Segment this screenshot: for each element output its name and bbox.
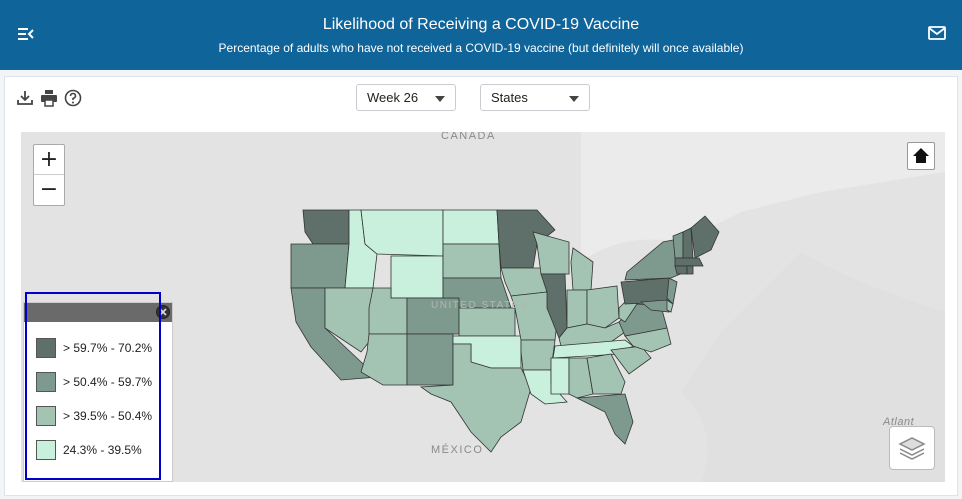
state-oh bbox=[586, 285, 620, 329]
state-nm bbox=[406, 333, 454, 386]
state-in bbox=[566, 289, 588, 329]
state-sd bbox=[442, 243, 502, 279]
label-united-states: UNITED STATES bbox=[431, 300, 528, 311]
legend-panel: > 59.7% - 70.2% > 50.4% - 59.7% > 39.5% … bbox=[23, 302, 173, 482]
geo-select[interactable]: States bbox=[480, 84, 590, 111]
page-subtitle: Percentage of adults who have not receiv… bbox=[218, 41, 744, 55]
geo-select-value: States bbox=[491, 90, 528, 105]
layers-button[interactable] bbox=[889, 426, 935, 470]
legend-swatch bbox=[36, 440, 56, 460]
legend-swatch bbox=[36, 372, 56, 392]
label-canada: CANADA bbox=[441, 132, 496, 142]
state-nv bbox=[324, 287, 374, 353]
app-header: Likelihood of Receiving a COVID-19 Vacci… bbox=[0, 0, 962, 70]
state-ma bbox=[674, 257, 704, 267]
label-mexico: MÉXICO bbox=[431, 444, 484, 456]
legend-label: > 39.5% - 50.4% bbox=[63, 409, 153, 423]
legend-header bbox=[24, 303, 172, 322]
legend-label: 24.3% - 39.5% bbox=[63, 443, 142, 457]
state-mt bbox=[360, 209, 444, 257]
state-vt bbox=[672, 231, 684, 259]
state-wy bbox=[390, 255, 444, 299]
state-wa bbox=[302, 209, 350, 245]
state-mn bbox=[496, 209, 556, 269]
zoom-control: + − bbox=[33, 144, 65, 206]
state-sc bbox=[610, 345, 652, 375]
home-button[interactable] bbox=[907, 142, 935, 170]
close-icon[interactable] bbox=[156, 305, 170, 319]
state-ct bbox=[674, 265, 688, 275]
page-title: Likelihood of Receiving a COVID-19 Vacci… bbox=[322, 16, 640, 33]
zoom-out-button[interactable]: − bbox=[39, 177, 59, 202]
state-al bbox=[568, 357, 594, 399]
us-states-map bbox=[21, 132, 945, 482]
chevron-down-icon bbox=[435, 96, 445, 102]
download-icon[interactable] bbox=[15, 88, 35, 108]
state-md bbox=[639, 299, 670, 313]
print-icon[interactable] bbox=[39, 88, 59, 108]
week-select-value: Week 26 bbox=[367, 90, 419, 105]
state-ks bbox=[458, 307, 516, 337]
zoom-in-button[interactable]: + bbox=[34, 145, 64, 175]
legend-swatch bbox=[36, 406, 56, 426]
week-select[interactable]: Week 26 bbox=[356, 84, 456, 111]
chevron-down-icon bbox=[569, 96, 579, 102]
legend-label: > 59.7% - 70.2% bbox=[63, 341, 153, 355]
menu-collapse-icon[interactable] bbox=[14, 24, 38, 44]
layers-icon bbox=[898, 437, 926, 460]
state-ms bbox=[550, 357, 570, 395]
state-fl bbox=[575, 393, 634, 445]
state-or bbox=[290, 243, 350, 289]
mail-icon[interactable] bbox=[926, 24, 948, 42]
state-ga bbox=[586, 353, 626, 395]
state-me bbox=[690, 215, 720, 259]
state-nd bbox=[442, 209, 500, 245]
legend-label: > 50.4% - 59.7% bbox=[63, 375, 153, 389]
map-view[interactable]: CANADA UNITED STATES MÉXICO Atlant + − bbox=[21, 132, 945, 482]
state-ri bbox=[686, 265, 694, 275]
state-ar bbox=[520, 339, 556, 371]
legend-swatch bbox=[36, 338, 56, 358]
help-icon[interactable] bbox=[63, 88, 83, 108]
state-tx bbox=[419, 343, 532, 453]
home-icon bbox=[913, 148, 929, 163]
state-de bbox=[666, 299, 674, 313]
content-card: Week 26 States bbox=[4, 76, 958, 496]
label-atlantic: Atlant bbox=[883, 416, 915, 428]
